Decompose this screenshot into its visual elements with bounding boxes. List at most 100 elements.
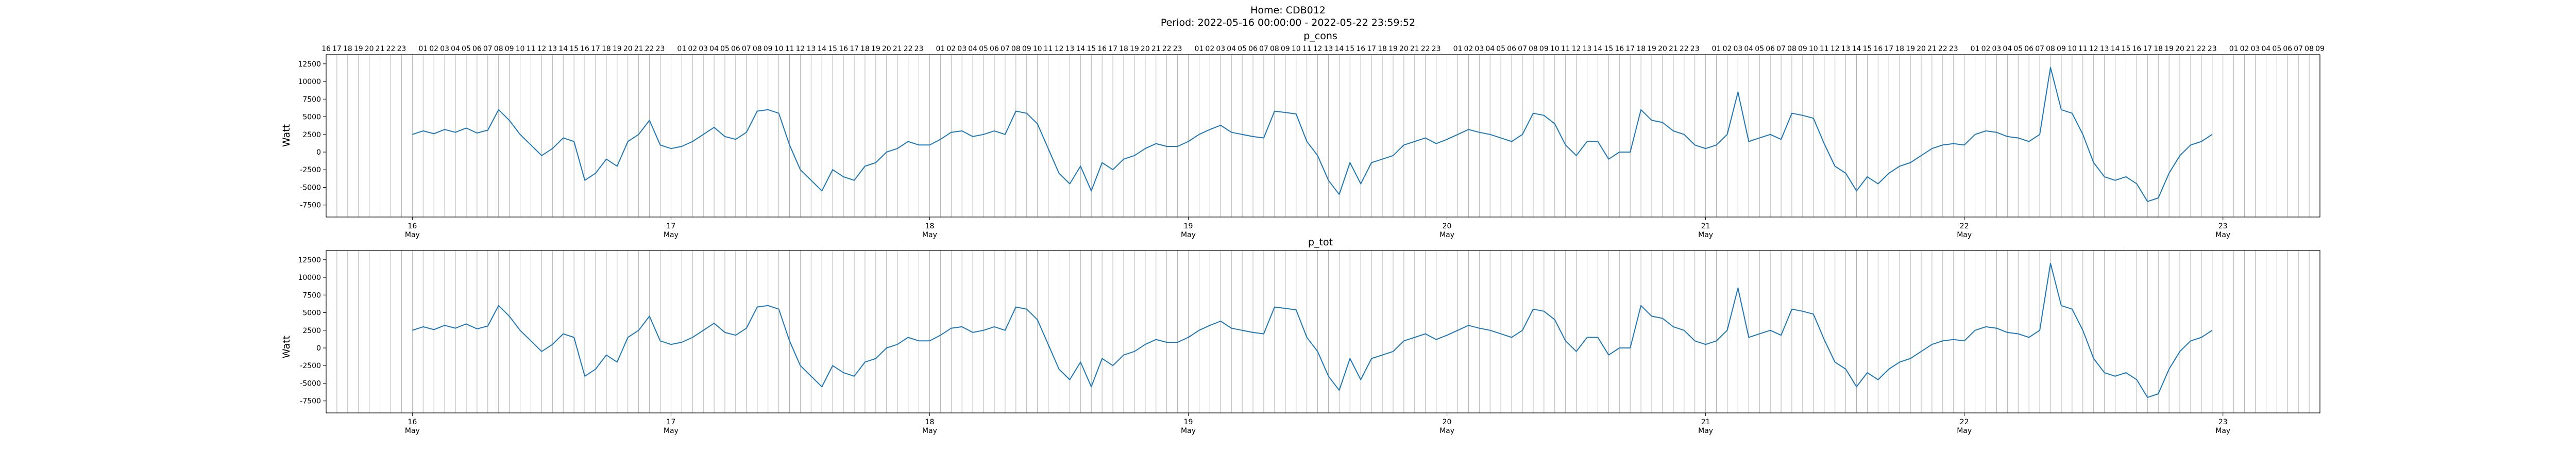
y-tick-label: 10000 [298,274,321,282]
hour-tick-label: 20 [2175,45,2184,53]
x-tick-label-month: May [922,427,937,435]
hour-tick-label: 01 [1712,45,1721,53]
hour-tick-label: 16 [321,45,331,53]
hour-tick-label: 23 [1690,45,1700,53]
hour-tick-label: 11 [1820,45,1829,53]
x-tick-label-month: May [2215,427,2230,435]
hour-tick-label: 12 [537,45,546,53]
figure-title-period: Period: 2022-05-16 00:00:00 - 2022-05-22… [1161,17,1415,28]
hour-tick-label: 03 [1733,45,1742,53]
hour-tick-label: 01 [418,45,428,53]
hour-tick-label: 10 [516,45,525,53]
hour-tick-label: 17 [332,45,342,53]
hour-tick-label: 19 [613,45,622,53]
hour-tick-label: 07 [483,45,493,53]
hour-tick-label: 03 [699,45,708,53]
hour-tick-label: 18 [1119,45,1128,53]
x-tick-label-day: 20 [1443,418,1452,426]
hour-tick-label: 05 [1496,45,1505,53]
hour-tick-label: 13 [1841,45,1851,53]
hour-tick-label: 06 [1248,45,1258,53]
hour-tick-label: 09 [1022,45,1031,53]
y-tick-label: 12500 [298,256,321,264]
hour-tick-label: 22 [1938,45,1947,53]
hour-tick-label: 19 [354,45,363,53]
hour-tick-label: 17 [1367,45,1376,53]
hour-tick-label: 03 [957,45,967,53]
hour-tick-label: 10 [774,45,784,53]
hour-tick-label: 03 [2251,45,2260,53]
hour-tick-label: 03 [440,45,449,53]
hour-tick-label: 04 [2003,45,2012,53]
x-tick-label-day: 16 [408,418,417,426]
hour-tick-label: 17 [1625,45,1635,53]
hour-tick-label: 12 [796,45,805,53]
hour-tick-label: 11 [1044,45,1053,53]
hour-tick-label: 11 [527,45,536,53]
hour-tick-label: 02 [1205,45,1214,53]
hour-tick-label: 20 [1658,45,1667,53]
hour-tick-label: 19 [1647,45,1656,53]
hour-tick-label: 06 [731,45,740,53]
hour-tick-label: 10 [1292,45,1301,53]
hour-tick-label: 19 [871,45,880,53]
hour-tick-label: 09 [1281,45,1290,53]
x-tick-label-month: May [922,231,937,239]
hour-tick-label: 22 [386,45,396,53]
hour-tick-label: 17 [591,45,600,53]
hour-tick-label: 22 [1421,45,1430,53]
hour-tick-label: 03 [1992,45,2002,53]
hour-tick-label: 05 [2272,45,2281,53]
hour-tick-label: 06 [2024,45,2033,53]
hour-tick-label: 05 [720,45,730,53]
hour-tick-label: 10 [1809,45,1818,53]
hour-tick-label: 04 [1485,45,1495,53]
y-tick-label: -2500 [300,362,321,370]
hour-tick-label: 02 [1464,45,1473,53]
y-tick-label: 2500 [302,327,321,335]
y-tick-label: -5000 [300,184,321,192]
hour-tick-label: 15 [828,45,837,53]
hour-tick-label: 18 [860,45,870,53]
hour-tick-label: 11 [2078,45,2088,53]
hour-tick-label: 14 [2111,45,2120,53]
hour-tick-label: 08 [1529,45,1538,53]
hour-tick-label: 07 [1776,45,1786,53]
hour-tick-label: 16 [2132,45,2141,53]
hour-tick-label: 21 [376,45,385,53]
hour-tick-label: 22 [904,45,913,53]
hour-tick-label: 20 [1917,45,1926,53]
hour-tick-label: 16 [1615,45,1624,53]
hour-tick-label: 05 [2013,45,2023,53]
hour-tick-label: 20 [623,45,633,53]
x-tick-label-month: May [1698,231,1713,239]
y-tick-label: 12500 [298,60,321,69]
hour-tick-label: 19 [1388,45,1398,53]
x-tick-label-day: 23 [2218,418,2228,426]
hour-tick-label: 18 [1378,45,1387,53]
hour-tick-label: 21 [893,45,902,53]
hour-tick-label: 02 [2240,45,2249,53]
hour-tick-label: 13 [548,45,557,53]
x-tick-label-month: May [664,427,679,435]
hour-tick-label: 17 [850,45,859,53]
x-tick-label-day: 16 [408,222,417,230]
hour-tick-label: 12 [1572,45,1581,53]
hour-tick-label: 20 [1141,45,1150,53]
plot-frame [326,250,2320,413]
x-tick-label-month: May [664,231,679,239]
hour-tick-label: 06 [2283,45,2292,53]
hour-tick-label: 09 [2057,45,2066,53]
hour-tick-label: 06 [472,45,482,53]
hour-tick-label: 23 [1432,45,1441,53]
hour-tick-label: 22 [1162,45,1172,53]
x-tick-label-day: 20 [1443,222,1452,230]
x-tick-label-day: 19 [1184,418,1193,426]
hour-tick-label: 05 [979,45,988,53]
x-tick-label-month: May [1439,427,1454,435]
hour-tick-label: 20 [1399,45,1409,53]
hour-tick-label: 13 [1065,45,1074,53]
hour-tick-label: 09 [1798,45,1807,53]
x-tick-label-day: 22 [1960,222,1969,230]
